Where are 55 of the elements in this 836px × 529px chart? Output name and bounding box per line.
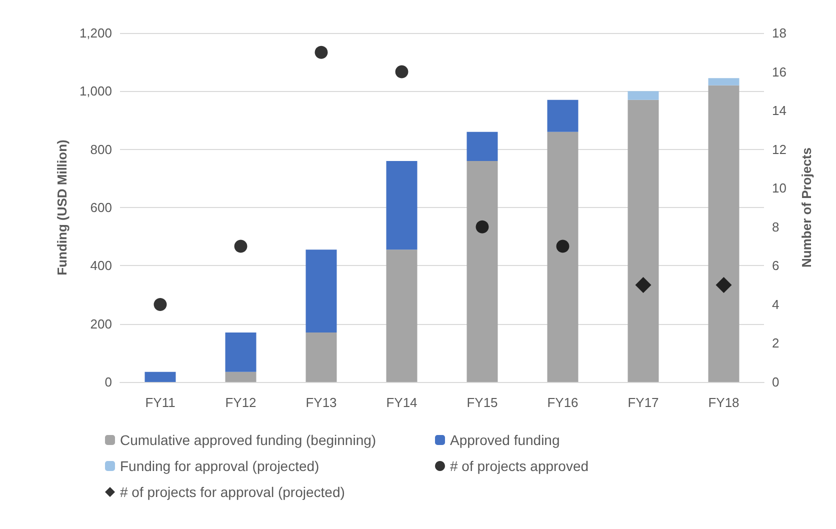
y-tick-label: 200 xyxy=(90,316,112,332)
bar xyxy=(466,160,498,382)
x-tick-label: FY11 xyxy=(145,395,176,410)
point xyxy=(154,298,167,311)
y2-tick-label: 0 xyxy=(772,374,780,390)
y-tick-label: 0 xyxy=(104,374,112,390)
y-tick-label: 800 xyxy=(90,142,112,157)
bar xyxy=(708,78,740,86)
y2-tick-label: 4 xyxy=(772,296,780,312)
bar xyxy=(628,91,659,100)
bar xyxy=(708,85,740,382)
x-tick-label: FY12 xyxy=(225,395,256,410)
point xyxy=(556,240,570,253)
x-tick-label: FY17 xyxy=(628,395,659,410)
y2-tick-label: 12 xyxy=(772,142,786,157)
bar xyxy=(628,100,659,382)
bar xyxy=(386,160,418,250)
y2-tick-label: 10 xyxy=(772,180,786,196)
y2-tick-label: 18 xyxy=(772,26,786,40)
bar xyxy=(225,332,256,372)
y2-tick-label: 2 xyxy=(772,336,780,351)
y-tick-label: 600 xyxy=(90,200,112,215)
y2-tick-label: 16 xyxy=(772,64,786,80)
bar xyxy=(306,250,337,333)
bar xyxy=(144,372,176,382)
legend-label: Funding for approval (projected) xyxy=(120,458,320,474)
bar xyxy=(547,100,578,132)
x-tick-label: FY18 xyxy=(708,395,740,410)
y-tick-label: 1,000 xyxy=(79,84,112,99)
point xyxy=(395,65,408,78)
point xyxy=(314,46,328,59)
y2-axis-title: Number of Projects xyxy=(799,148,814,268)
y-tick-label: 400 xyxy=(90,258,112,274)
x-tick-label: FY16 xyxy=(547,395,578,410)
y-axis-title: Funding (USD Million) xyxy=(54,140,70,276)
legend-label: # of projects approved xyxy=(450,458,589,474)
x-tick-label: FY15 xyxy=(466,395,498,410)
y2-tick-label: 6 xyxy=(772,258,780,274)
bar xyxy=(547,132,578,382)
x-tick-label: FY13 xyxy=(306,395,337,410)
legend-label: Cumulative approved funding (beginning) xyxy=(120,432,376,448)
bar xyxy=(466,132,498,161)
x-tick-label: FY14 xyxy=(386,395,418,410)
legend-label: Approved funding xyxy=(450,432,560,448)
point xyxy=(476,220,489,234)
y2-tick-label: 14 xyxy=(772,103,786,118)
point xyxy=(716,277,732,294)
bar xyxy=(386,250,418,382)
point xyxy=(234,240,248,253)
y-tick-label: 1,200 xyxy=(79,26,112,40)
point xyxy=(635,277,652,294)
y2-tick-label: 8 xyxy=(772,219,780,234)
legend-label: # of projects for approval (projected) xyxy=(120,484,345,500)
bar xyxy=(306,332,337,382)
bar xyxy=(225,372,256,382)
